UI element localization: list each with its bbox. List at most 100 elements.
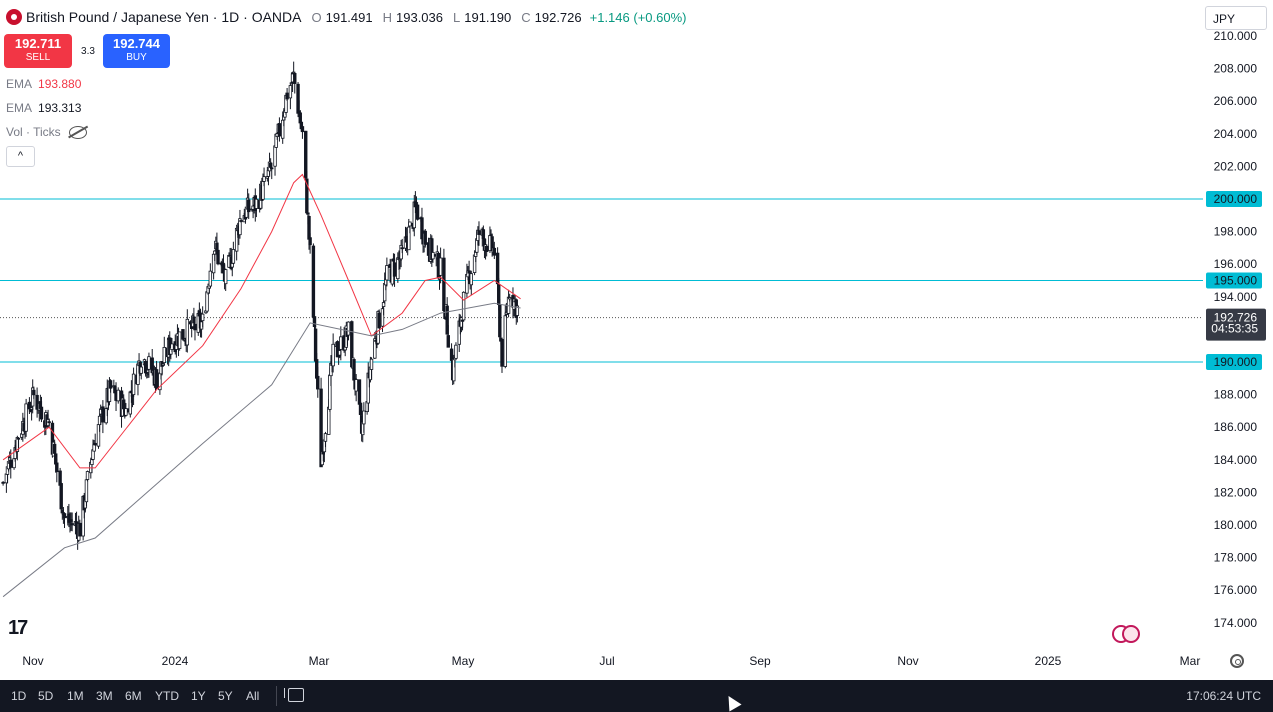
candle <box>55 459 59 483</box>
sell-label: SELL <box>25 52 51 63</box>
candle <box>192 307 196 327</box>
economic-events-icon[interactable] <box>1112 625 1140 643</box>
low-value: 191.190 <box>464 9 512 25</box>
candle-body <box>238 218 242 236</box>
tradingview-logo-icon[interactable]: 17 <box>8 617 28 639</box>
candle-body <box>273 145 277 167</box>
time-axis: Nov 2024 Mar May Jul Sep Nov 2025 Mar <box>22 654 1200 668</box>
range-5y-button[interactable]: 5Y <box>218 689 233 703</box>
candle <box>70 512 74 532</box>
utc-clock[interactable]: 17:06:24 UTC <box>1186 689 1261 703</box>
candle <box>124 403 128 417</box>
price-tick-label: 200.000 <box>1214 192 1258 206</box>
range-1m-button[interactable]: 1M <box>67 689 84 703</box>
candle-body <box>445 305 449 335</box>
low-label: L <box>453 9 461 25</box>
candle-body <box>62 513 67 519</box>
candle-body <box>362 410 366 425</box>
indicator-ema-fast[interactable]: EMA 193.880 <box>6 77 81 91</box>
candle-body <box>293 73 297 84</box>
candle-body <box>93 442 97 446</box>
level-price-tag <box>1206 191 1262 207</box>
candle-body <box>477 230 481 235</box>
time-tick-label: Nov <box>22 654 43 668</box>
candle-body <box>515 305 520 316</box>
candle <box>431 251 435 263</box>
candle-body <box>16 437 21 440</box>
candle-body <box>431 252 435 260</box>
candle-body <box>239 220 243 222</box>
price-tick-label: 194.000 <box>1214 290 1258 304</box>
candle <box>16 437 21 450</box>
range-3m-button[interactable]: 3M <box>96 689 113 703</box>
buy-button[interactable]: 192.744 BUY <box>103 34 170 68</box>
price-tick-label: 198.000 <box>1214 225 1258 239</box>
indicator-ema-slow[interactable]: EMA 193.313 <box>6 101 81 115</box>
candle <box>231 241 236 265</box>
candle <box>308 233 312 254</box>
symbol-title[interactable]: British Pound / Japanese Yen · 1D · OAND… <box>26 9 302 25</box>
currency-selector[interactable]: JPY <box>1205 6 1267 30</box>
range-1y-button[interactable]: 1Y <box>191 689 206 703</box>
candle <box>304 130 308 185</box>
time-tick-label: Sep <box>749 654 771 668</box>
candle <box>377 309 381 329</box>
candle-body <box>373 338 377 359</box>
toolbar-divider <box>276 686 277 706</box>
candle <box>185 309 190 353</box>
range-5d-button[interactable]: 5D <box>38 689 54 703</box>
price-chart[interactable]: 210.000 208.000 206.000 204.000 202.000 200.0… <box>0 0 1273 680</box>
candle-body <box>139 366 143 374</box>
candle <box>239 219 243 223</box>
indicator-volume[interactable]: Vol · Ticks <box>6 125 87 140</box>
chart-settings-icon[interactable] <box>1230 654 1244 668</box>
spread-value: 3.3 <box>81 46 95 57</box>
candle <box>498 298 502 342</box>
candle <box>331 333 335 373</box>
candle-body <box>408 221 412 227</box>
range-6m-button[interactable]: 6M <box>125 689 142 703</box>
candle-body <box>346 321 351 336</box>
candle-body <box>170 343 174 350</box>
candle <box>339 326 343 361</box>
candle <box>445 297 449 335</box>
candle-body <box>131 373 136 396</box>
candle-body <box>285 92 289 100</box>
candle-body <box>192 316 196 324</box>
candle-body <box>200 313 205 322</box>
candle-body <box>357 379 362 405</box>
candle <box>369 357 374 379</box>
candle <box>492 241 497 260</box>
candle <box>177 331 182 351</box>
price-tick-label: 190.000 <box>1214 355 1258 369</box>
go-to-date-calendar-icon[interactable] <box>284 688 304 702</box>
candle-body <box>323 433 328 442</box>
close-label: C <box>521 9 531 25</box>
price-tick-label: 182.000 <box>1214 485 1258 499</box>
range-all-button[interactable]: All <box>246 689 260 703</box>
candle <box>503 304 507 369</box>
candle-body <box>316 375 320 390</box>
candle-body <box>331 343 335 367</box>
candle <box>170 338 174 353</box>
candle-body <box>500 338 504 367</box>
candle-body <box>438 257 443 276</box>
collapse-legend-button[interactable]: ^ <box>6 146 35 167</box>
candle <box>93 433 97 446</box>
sell-button[interactable]: 192.711 SELL <box>4 34 72 68</box>
candle-body <box>308 237 312 246</box>
hidden-eye-icon[interactable] <box>68 126 87 140</box>
bottom-toolbar: 1D 5D 1M 3M 6M YTD 1Y 5Y All 17:06:24 UT… <box>0 680 1273 712</box>
candle-body <box>247 199 251 213</box>
range-ytd-button[interactable]: YTD <box>155 689 179 703</box>
candle-body <box>380 308 385 327</box>
candle <box>108 379 113 393</box>
candle-body <box>430 238 434 261</box>
range-1d-button[interactable]: 1D <box>11 689 27 703</box>
indicator-name: Vol · Ticks <box>6 125 61 139</box>
candle-body <box>47 421 51 424</box>
candle <box>147 352 151 378</box>
candle-body <box>495 252 500 285</box>
candle <box>85 470 90 482</box>
candle-body <box>312 316 317 328</box>
